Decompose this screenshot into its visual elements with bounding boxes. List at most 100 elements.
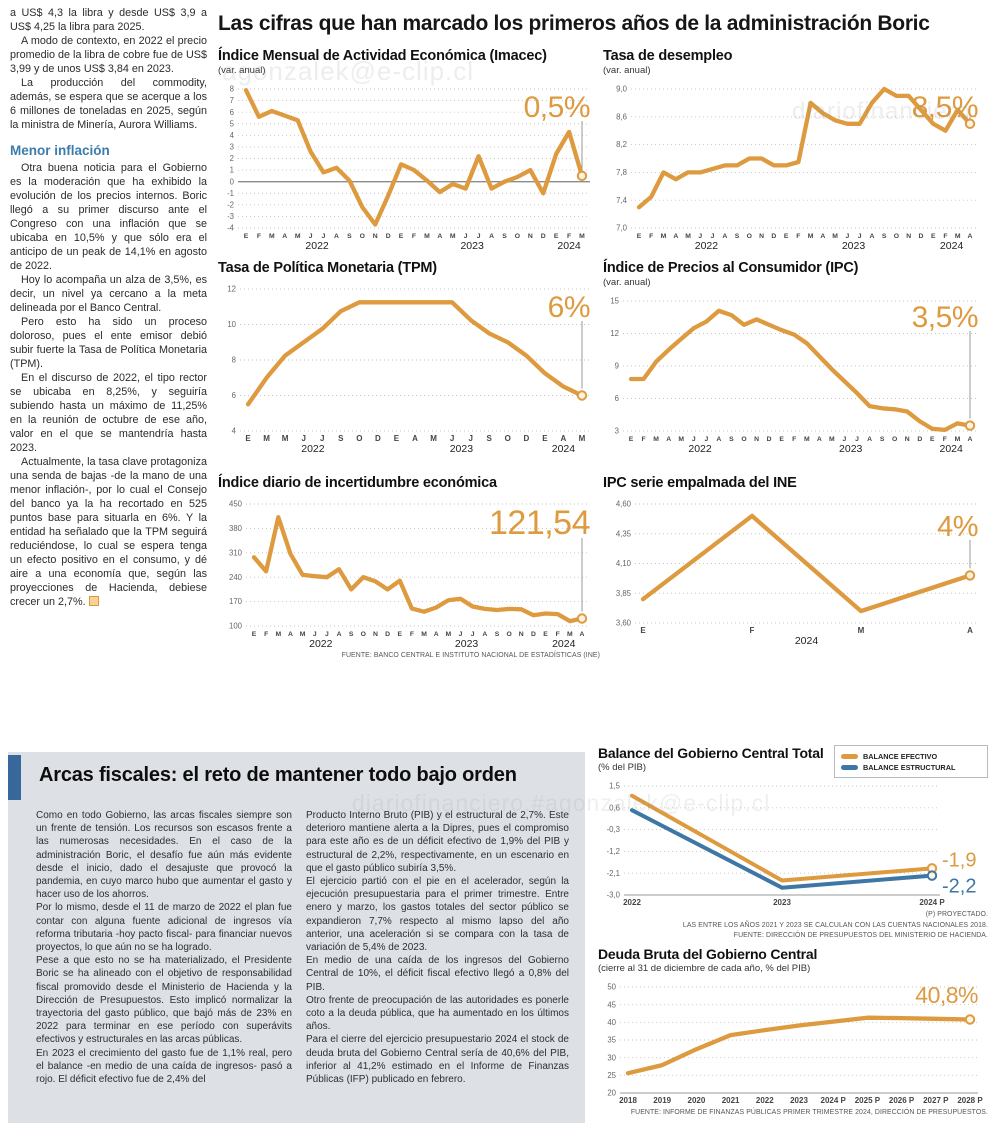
svg-text:8,2: 8,2 [616,140,627,149]
svg-text:1,5: 1,5 [609,782,621,791]
svg-text:F: F [412,233,416,240]
svg-text:O: O [356,434,362,443]
ipc-chart-card: Índice de Precios al Consumidor (IPC) (va… [603,260,988,455]
svg-text:170: 170 [229,597,243,606]
headline-accent-bar [8,755,21,800]
svg-text:2018: 2018 [619,1096,637,1105]
svg-text:450: 450 [229,500,243,509]
article-paragraph: Pero esto ha sido un proceso doloroso, p… [10,316,207,370]
fiscal-column-1: Como en todo Gobierno, las arcas fiscale… [36,809,292,1086]
svg-text:D: D [531,631,536,638]
svg-text:J: J [471,631,475,638]
svg-text:J: J [855,436,859,443]
svg-text:O: O [360,233,365,240]
svg-text:A: A [580,631,585,638]
svg-text:M: M [858,626,865,635]
svg-text:M: M [661,233,667,240]
svg-text:0: 0 [230,177,235,186]
svg-text:F: F [264,631,268,638]
svg-text:M: M [263,434,270,443]
svg-text:F: F [750,626,755,635]
svg-text:2022: 2022 [305,240,329,252]
svg-text:A: A [820,233,825,240]
desempleo-value-label: 8,5% [912,91,978,124]
svg-text:M: M [685,233,691,240]
svg-text:J: J [711,233,715,240]
svg-text:D: D [523,434,529,443]
svg-text:J: J [309,233,313,240]
svg-text:A: A [716,436,721,443]
svg-text:J: J [450,434,454,443]
svg-text:35: 35 [607,1036,616,1045]
svg-text:-3,0: -3,0 [607,891,621,900]
legend-swatch-icon [841,765,858,770]
svg-text:J: J [698,233,702,240]
article-paragraph: Para el cierre del ejercicio presupuesta… [306,1034,569,1086]
article-paragraph: a US$ 4,3 la libra y desde US$ 3,9 a US$… [10,7,207,33]
fiscal-headline: Arcas fiscales: el reto de mantener todo… [39,764,517,786]
svg-text:3: 3 [615,427,619,436]
svg-text:M: M [424,233,430,240]
svg-text:6: 6 [230,108,234,117]
article-paragraph: Hoy lo acompaña un alza de 3,5%, es deci… [10,274,207,314]
svg-text:E: E [399,233,404,240]
incert-value-label: 121,54 [489,504,590,542]
svg-text:2026 P: 2026 P [889,1096,915,1105]
svg-text:J: J [325,631,329,638]
svg-text:3: 3 [230,143,234,152]
svg-text:M: M [282,434,289,443]
svg-text:A: A [334,233,339,240]
article-paragraph: Otro frente de preocupación de las autor… [306,994,569,1033]
ipc-chart-title: Índice de Precios al Consumidor (IPC) [603,260,859,276]
svg-text:3,85: 3,85 [616,589,632,598]
svg-text:M: M [832,233,838,240]
svg-text:2024: 2024 [557,240,581,252]
article-paragraph: Actualmente, la tasa clave protagoniza u… [10,456,207,608]
svg-text:F: F [556,631,560,638]
svg-text:2028 P: 2028 P [957,1096,983,1105]
svg-text:E: E [931,233,936,240]
svg-text:E: E [244,233,249,240]
legend-swatch-icon [841,754,858,759]
ipc-value-label: 3,5% [912,301,978,334]
svg-text:2022: 2022 [756,1096,774,1105]
svg-text:N: N [373,233,378,240]
svg-text:-1,2: -1,2 [607,847,620,856]
svg-text:D: D [386,233,391,240]
deuda-source-note: FUENTE: INFORME DE FINANZAS PÚBLICAS PRI… [630,1109,988,1116]
svg-text:D: D [919,233,924,240]
svg-text:N: N [906,233,911,240]
balance-chart-title: Balance del Gobierno Central Total [598,745,824,761]
svg-text:A: A [968,436,973,443]
svg-text:N: N [759,233,764,240]
svg-text:8: 8 [232,356,236,365]
svg-text:E: E [543,631,548,638]
svg-text:E: E [398,631,403,638]
svg-text:A: A [482,631,487,638]
svg-text:N: N [754,436,759,443]
svg-text:M: M [955,436,961,443]
imacec-chart-title: Índice Mensual de Actividad Económica (I… [218,48,547,64]
svg-text:2023: 2023 [460,240,484,252]
svg-text:N: N [905,436,910,443]
svg-text:F: F [649,233,653,240]
svg-text:A: A [867,436,872,443]
svg-text:2024 P: 2024 P [821,1096,847,1105]
svg-text:J: J [464,233,468,240]
svg-text:4,60: 4,60 [616,500,632,509]
svg-text:D: D [385,631,390,638]
svg-text:A: A [412,434,418,443]
balance-source-note: (P) PROYECTADO. [925,911,988,918]
article-paragraph: La producción del commodity, además, se … [10,77,207,131]
svg-text:J: J [320,434,324,443]
svg-text:D: D [917,436,922,443]
svg-text:M: M [300,631,306,638]
svg-text:M: M [678,436,684,443]
deuda-value-label: 40,8% [915,982,978,1008]
svg-text:F: F [943,233,947,240]
svg-text:O: O [741,436,746,443]
svg-text:A: A [434,631,439,638]
svg-text:J: J [843,436,847,443]
svg-text:2024: 2024 [552,443,576,455]
